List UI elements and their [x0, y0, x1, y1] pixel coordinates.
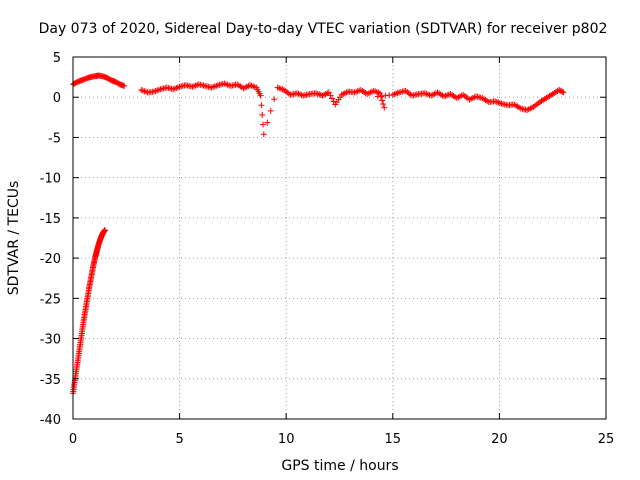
data-points	[70, 72, 567, 397]
chart-title: Day 073 of 2020, Sidereal Day-to-day VTE…	[39, 21, 608, 37]
y-tick-labels: 5 0 -5 -10 -15 -20 -25 -30 -35 -40	[40, 51, 61, 428]
y-tick-label: -35	[40, 373, 61, 388]
data-point	[559, 88, 566, 95]
y-tick-label: -40	[40, 413, 61, 428]
data-point	[381, 104, 388, 111]
data-point	[260, 131, 267, 138]
x-tick-label: 15	[385, 432, 402, 447]
data-point	[260, 121, 267, 128]
x-tick-label: 25	[598, 432, 615, 447]
axis-ticks	[72, 56, 607, 420]
y-tick-label: -5	[48, 131, 61, 146]
x-tick-label: 20	[491, 432, 508, 447]
y-tick-label: -10	[40, 172, 61, 187]
series-main-segment	[70, 72, 567, 138]
data-point	[330, 98, 337, 105]
y-tick-label: -25	[40, 292, 61, 307]
x-tick-labels: 0 5 10 15 20 25	[69, 432, 614, 447]
x-tick-label: 5	[175, 432, 183, 447]
x-tick-label: 0	[69, 432, 77, 447]
data-point	[327, 92, 334, 99]
y-tick-label: -30	[40, 333, 61, 348]
data-point	[258, 102, 265, 109]
data-point	[259, 111, 266, 118]
y-tick-label: 0	[53, 91, 61, 106]
y-tick-label: -15	[40, 212, 61, 227]
x-tick-label: 10	[278, 432, 295, 447]
data-point	[379, 97, 386, 104]
grid-lines	[73, 57, 606, 419]
data-point	[325, 89, 332, 96]
plot-frame	[72, 56, 607, 420]
series-steep-segment	[70, 226, 108, 397]
data-point	[271, 96, 278, 103]
data-point	[380, 101, 387, 108]
data-point	[267, 107, 274, 114]
x-axis-label: GPS time / hours	[281, 458, 398, 474]
data-point	[101, 226, 108, 233]
data-point	[121, 82, 128, 89]
data-point	[560, 89, 567, 96]
y-tick-label: -20	[40, 252, 61, 267]
y-axis-label: SDTVAR / TECUs	[6, 181, 22, 296]
data-point	[329, 95, 336, 102]
data-point	[257, 92, 264, 99]
y-tick-label: 5	[53, 51, 61, 66]
data-point	[264, 119, 271, 126]
